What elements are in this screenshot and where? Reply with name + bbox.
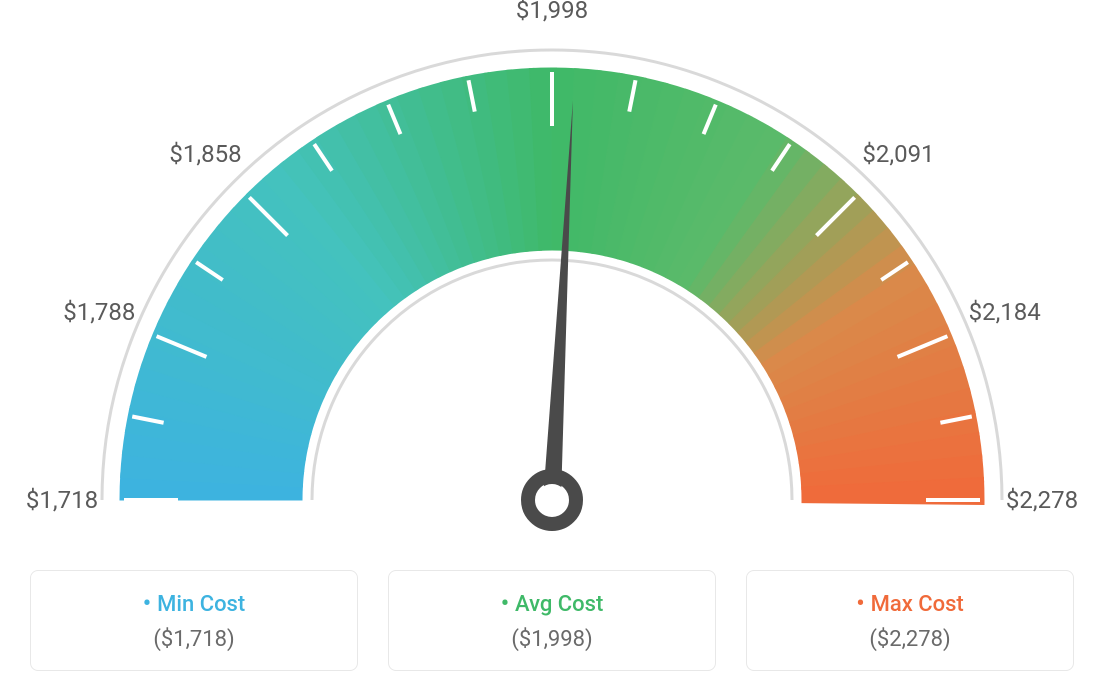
gauge-tick-label: $1,858 [169,140,241,168]
legend-card-min: Min Cost ($1,718) [30,570,358,671]
gauge-tick-label: $1,718 [26,486,98,514]
gauge-tick-label: $1,788 [63,298,135,326]
legend-row: Min Cost ($1,718) Avg Cost ($1,998) Max … [0,570,1104,671]
legend-title-avg: Avg Cost [399,589,705,617]
gauge-svg [0,0,1104,560]
legend-value-max: ($2,278) [757,627,1063,652]
legend-title-max: Max Cost [757,589,1063,617]
legend-title-min: Min Cost [41,589,347,617]
gauge-tick-label: $2,091 [862,140,934,168]
gauge-tick-label: $2,184 [969,298,1041,326]
gauge-chart: $1,718 $1,788 $1,858 $1,998 $2,091 $2,184 $2,2… [0,0,1104,560]
gauge-tick-label: $1,998 [516,0,588,24]
legend-value-avg: ($1,998) [399,627,705,652]
legend-card-avg: Avg Cost ($1,998) [388,570,716,671]
gauge-tick-label: $2,278 [1006,486,1078,514]
legend-card-max: Max Cost ($2,278) [746,570,1074,671]
legend-value-min: ($1,718) [41,627,347,652]
